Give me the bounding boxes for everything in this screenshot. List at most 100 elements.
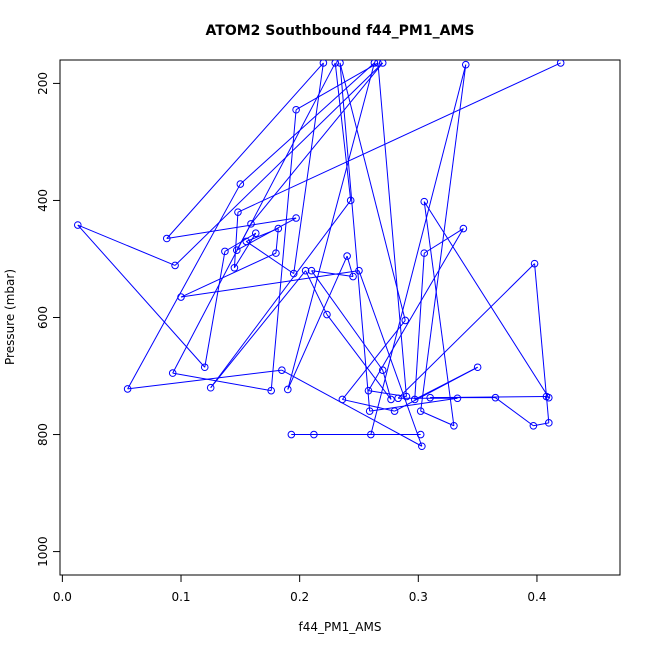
data-point [378, 366, 387, 374]
data-point [355, 266, 363, 275]
x-tick-label: 0.1 [171, 590, 190, 604]
data-point [364, 386, 373, 395]
data-point [168, 369, 177, 377]
series-segment [77, 224, 206, 368]
series-segment [397, 263, 535, 399]
x-tick-label: 0.4 [527, 590, 546, 604]
series-segment [210, 270, 306, 389]
plot-area [73, 60, 565, 451]
data-point [283, 385, 292, 394]
data-point [402, 392, 411, 401]
data-point [387, 395, 395, 404]
data-point [177, 293, 185, 301]
data-point [278, 366, 286, 374]
series-segment [339, 62, 371, 412]
y-tick-label: 800 [36, 423, 50, 446]
series-segment [233, 212, 239, 268]
data-point [461, 60, 470, 69]
data-point [491, 393, 500, 402]
data-point [310, 430, 318, 439]
data-point [394, 394, 402, 403]
data-point [319, 60, 328, 67]
data-point [232, 246, 241, 254]
series-segment [240, 62, 375, 185]
series-segment [246, 228, 279, 242]
series-segment [172, 62, 336, 374]
series [73, 60, 565, 451]
data-point [418, 442, 426, 451]
data-point [242, 237, 251, 246]
data-point [267, 386, 275, 395]
data-point [459, 224, 468, 233]
data-point [336, 60, 344, 67]
data-point [331, 60, 340, 67]
x-tick-label: 0.2 [290, 590, 309, 604]
series-segment [533, 422, 549, 427]
data-point [236, 180, 245, 188]
series-segment [166, 217, 297, 239]
series-segment [281, 369, 423, 447]
series-segment [237, 62, 561, 213]
data-point [556, 60, 565, 67]
data-point [473, 363, 482, 372]
series-segment [287, 255, 348, 390]
data-point [162, 234, 171, 243]
data-point [206, 383, 215, 392]
series-segment [369, 397, 458, 412]
series-segment [127, 369, 282, 390]
y-axis: 200 400 600 800 1000 [36, 72, 60, 567]
data-point [301, 266, 310, 275]
data-point [365, 407, 374, 415]
series-segment [293, 62, 324, 274]
data-point [545, 419, 553, 427]
data-point [401, 316, 410, 325]
series-segment [245, 241, 295, 275]
data-point [410, 395, 419, 404]
y-axis-label: Pressure (mbar) [3, 269, 17, 365]
series-segment [210, 200, 352, 389]
data-point [343, 252, 351, 260]
data-point [287, 430, 296, 439]
data-point [200, 363, 209, 372]
data-point [292, 214, 300, 222]
y-tick-label: 600 [36, 306, 50, 329]
series-segment [394, 366, 478, 412]
x-axis-label: f44_PM1_AMS [299, 620, 382, 634]
data-point [323, 310, 331, 319]
data-point [374, 60, 382, 67]
series-segment [341, 320, 406, 400]
series-segment [204, 251, 226, 368]
series-segment [180, 252, 277, 298]
series-segment [414, 253, 425, 400]
data-point [529, 421, 538, 430]
series-segment [77, 224, 176, 266]
data-point [420, 249, 429, 257]
data-point [272, 249, 280, 257]
data-point [545, 393, 553, 402]
series-segment [311, 270, 384, 371]
y-tick-label: 200 [36, 72, 50, 95]
data-point [307, 266, 316, 275]
data-point [346, 196, 355, 205]
series-segment [423, 201, 455, 426]
data-point [234, 208, 242, 216]
series-segment [224, 232, 257, 252]
data-point [367, 430, 375, 439]
series-segment [370, 64, 467, 435]
data-point [230, 263, 239, 272]
data-point [450, 421, 458, 430]
data-point [251, 229, 260, 238]
chart-title: ATOM2 Southbound f44_PM1_AMS [206, 23, 475, 39]
data-point [416, 430, 425, 439]
data-point [73, 221, 82, 229]
data-point [453, 394, 462, 403]
data-point [420, 197, 429, 206]
data-point [370, 60, 379, 67]
data-point [221, 247, 229, 256]
series-segment [166, 62, 324, 239]
data-point [171, 261, 179, 270]
y-tick-label: 1000 [36, 536, 50, 567]
series-segment [250, 62, 384, 225]
series-segment [174, 62, 384, 266]
